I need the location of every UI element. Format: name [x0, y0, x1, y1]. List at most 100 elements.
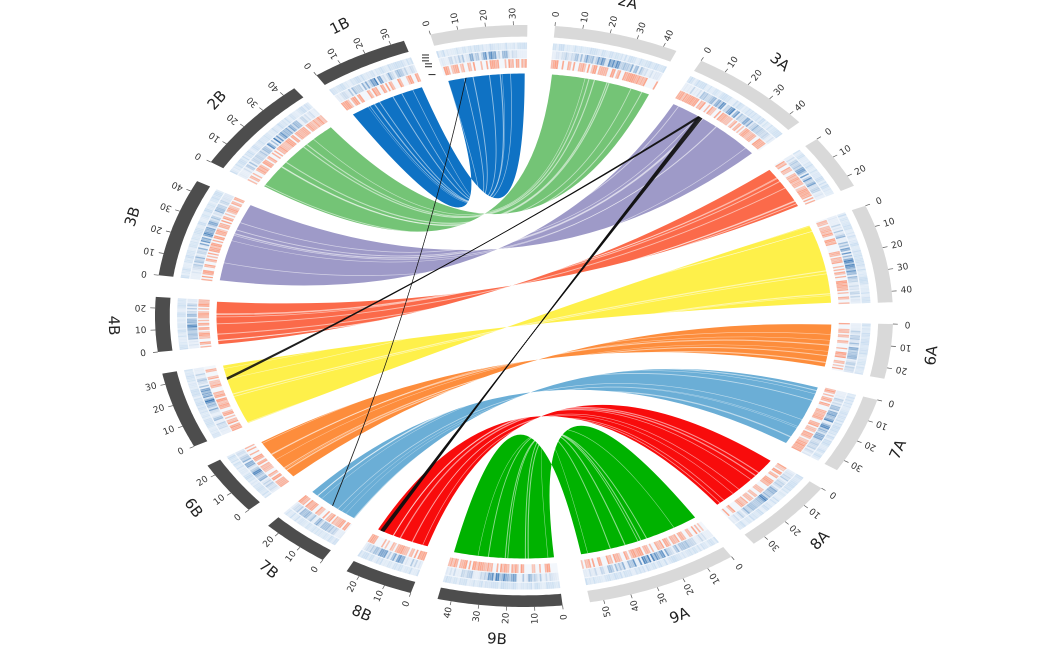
track2-bin	[806, 445, 816, 450]
tracks-2A	[550, 43, 668, 90]
track1-bin	[593, 65, 598, 75]
track2-bin	[813, 434, 824, 440]
tick-mark	[175, 209, 180, 212]
track1-bin	[776, 462, 787, 470]
track2-bin	[187, 334, 198, 337]
track3-bin	[823, 189, 833, 194]
track1-bin	[343, 101, 352, 110]
track3-bin	[654, 561, 660, 569]
track2-bin	[246, 462, 256, 468]
track1-bin	[231, 200, 243, 206]
track3-bin	[177, 315, 186, 317]
track2-bin	[777, 478, 787, 484]
track1-bin	[299, 128, 309, 136]
track1-bin	[260, 164, 270, 171]
track3-bin	[825, 192, 835, 197]
track2-bin	[746, 121, 755, 128]
track3-bin	[387, 561, 393, 569]
track2-bin	[581, 54, 585, 63]
track1-bin	[341, 521, 350, 530]
track3-bin	[182, 268, 191, 271]
track2-bin	[408, 65, 414, 74]
track3-bin	[652, 63, 658, 70]
track1-bin	[224, 213, 236, 218]
track2-bin	[638, 66, 644, 75]
track2-bin	[467, 53, 471, 62]
track3-bin	[846, 394, 856, 398]
track2-bin	[746, 504, 755, 511]
track2-bin	[324, 524, 332, 531]
track2-bin	[628, 560, 634, 568]
track1-bin	[835, 352, 847, 356]
track2-bin	[196, 251, 207, 255]
tick-label: 20	[346, 579, 360, 594]
track2-bin	[199, 244, 209, 248]
track2-bin	[193, 263, 204, 267]
track3-bin	[374, 68, 380, 76]
track3-bin	[383, 65, 389, 73]
track3-bin	[296, 517, 304, 524]
track2-bin	[753, 499, 762, 506]
track1-bin	[724, 118, 734, 126]
track1-bin	[583, 63, 587, 73]
track1-bin	[221, 219, 232, 225]
track2-bin	[626, 560, 632, 569]
track2-bin	[342, 91, 350, 99]
track3-bin	[212, 195, 221, 200]
chromosome-label-1B: 1B	[327, 13, 353, 38]
track3-bin	[409, 57, 414, 65]
track2-bin	[204, 397, 215, 402]
track1-bin	[820, 228, 831, 233]
tick-mark	[784, 521, 789, 525]
track1-bin	[836, 281, 848, 285]
track1-bin	[774, 465, 785, 472]
track3-bin	[860, 285, 869, 288]
track3-bin	[817, 179, 826, 185]
track3-bin	[177, 330, 187, 333]
track3-bin	[292, 111, 300, 118]
track2-bin	[832, 228, 843, 232]
chromosome-label-7B: 7B	[255, 556, 282, 582]
track3-bin	[356, 75, 362, 83]
track2-bin	[554, 572, 558, 581]
track3-bin	[192, 234, 202, 238]
track1-bin	[734, 500, 743, 508]
ribbon-streak	[286, 351, 826, 471]
track2-bin	[846, 358, 857, 362]
track3-bin	[552, 43, 555, 51]
track2-bin	[193, 367, 204, 371]
track2-bin	[809, 186, 819, 192]
track1-bin	[513, 564, 516, 573]
track3-bin	[843, 403, 852, 407]
track3-bin	[207, 202, 217, 207]
track3-bin	[257, 486, 266, 493]
track3-bin	[750, 112, 758, 119]
track2-bin	[822, 419, 833, 425]
track3-bin	[373, 556, 379, 563]
track3-bin	[502, 582, 505, 590]
track2-bin	[209, 408, 220, 413]
track3-bin	[591, 47, 595, 55]
track3-bin	[860, 340, 870, 343]
track3-bin	[404, 566, 410, 574]
track3-bin	[809, 169, 818, 174]
track3-bin	[635, 567, 641, 575]
track3-bin	[250, 479, 259, 486]
track2-bin	[495, 573, 498, 581]
tick-mark	[152, 351, 158, 353]
track1-bin	[816, 219, 827, 225]
track3-bin	[212, 432, 221, 438]
track3-bin	[824, 437, 833, 442]
track3-bin	[375, 557, 381, 564]
track1-bin	[318, 115, 327, 124]
track1-bin	[676, 532, 684, 541]
track3-bin	[259, 138, 267, 144]
track3-bin	[291, 112, 299, 119]
track1-bin	[523, 59, 525, 68]
track2-bin	[189, 345, 200, 348]
track2-bin	[461, 54, 465, 63]
track3-bin	[360, 551, 367, 559]
track3-bin	[839, 216, 848, 221]
track3-bin	[236, 162, 245, 168]
track3-bin	[177, 321, 186, 324]
